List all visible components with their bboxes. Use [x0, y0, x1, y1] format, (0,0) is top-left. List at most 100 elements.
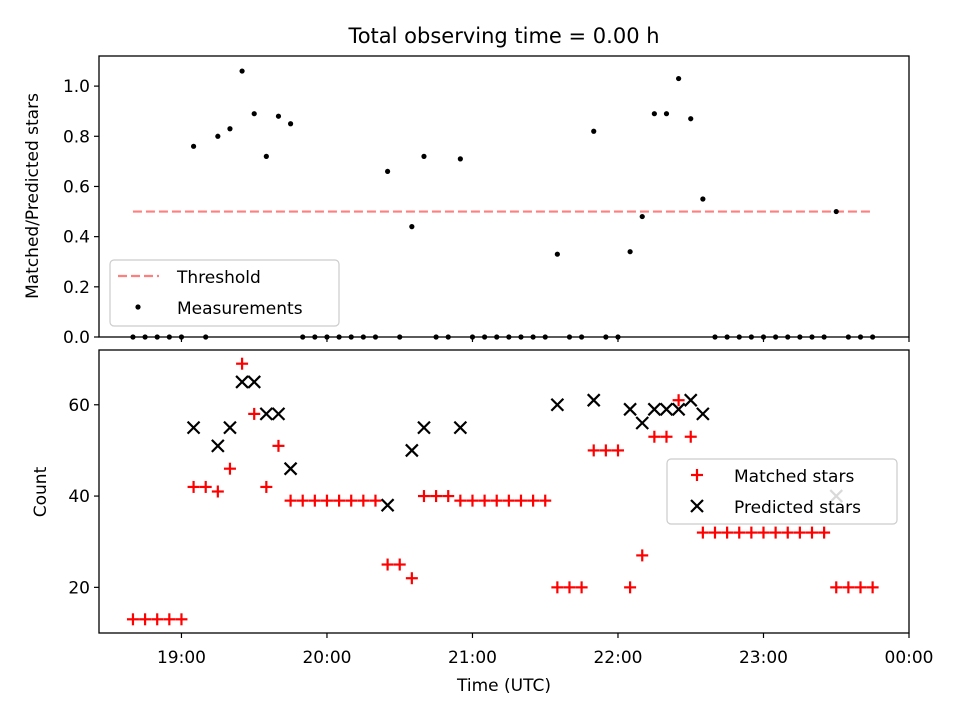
count-y-ticks: 20 40 60 [68, 396, 99, 598]
predicted-star-point [696, 407, 710, 421]
matched-star-point [284, 494, 297, 507]
measurement-point [190, 143, 197, 149]
matched-star-point [672, 394, 685, 407]
measurement-point [215, 133, 221, 139]
predicted-star-point [683, 393, 698, 407]
measurement-point [651, 111, 657, 117]
ratio-y-tick-label: 0.6 [63, 177, 90, 197]
count-plot-frame [98, 349, 910, 634]
predicted-star-point [623, 402, 637, 417]
matched-legend-label: Matched stars [734, 467, 854, 487]
measurement-point [263, 153, 269, 159]
matched-star-point [599, 444, 612, 457]
matched-star-point [393, 558, 406, 571]
count-legend: Matched stars Predicted stars [666, 458, 898, 525]
predicted-star-point [417, 420, 431, 435]
matched-star-point [721, 526, 734, 539]
matched-star-point [805, 526, 818, 539]
predicted-star-point [453, 420, 468, 435]
measurement-point [421, 153, 427, 159]
matched-star-point [333, 494, 346, 507]
measurement-point [676, 75, 682, 82]
x-tick-label: 00:00 [885, 648, 934, 668]
predicted-star-point [586, 393, 601, 407]
matched-star-point [527, 494, 540, 507]
ratio-panel: Total observing time = 0.00 h Matched/Pr… [23, 24, 910, 348]
measurement-point [627, 249, 633, 255]
matched-star-point [745, 526, 758, 539]
measurement-point [639, 213, 645, 220]
measurement-point [457, 156, 463, 162]
ratio-y-tick-label: 0.0 [63, 328, 90, 348]
predicted-star-point [550, 397, 565, 412]
matched-star-point [381, 558, 394, 571]
measurements-legend-label: Measurements [177, 299, 303, 319]
matched-star-point [551, 581, 564, 594]
matched-star-point [708, 526, 721, 539]
x-tick-label: 19:00 [157, 648, 206, 668]
measurement-point [688, 116, 694, 122]
matched-star-point [866, 581, 879, 594]
measurement-point [239, 68, 245, 74]
ratio-y-tick-label: 1.0 [63, 77, 90, 97]
predicted-star-point [635, 416, 650, 430]
matched-star-point [151, 613, 164, 626]
threshold-legend-label: Threshold [176, 268, 261, 288]
ratio-y-tick-label: 0.2 [63, 278, 90, 298]
matched-star-point [320, 494, 333, 507]
chart-title: Total observing time = 0.00 h [347, 24, 659, 48]
matched-star-point [502, 494, 515, 507]
predicted-star-point [259, 407, 274, 421]
matched-star-point [757, 526, 770, 539]
predicted-star-point [271, 407, 286, 421]
matched-star-point [466, 494, 479, 507]
predicted-star-point [647, 402, 662, 417]
count-legend-box [666, 458, 898, 525]
measurement-point [384, 168, 391, 175]
count-y-axis-label: Count [31, 466, 51, 517]
matched-star-point [296, 494, 309, 507]
count-y-tick-label: 40 [68, 487, 90, 507]
ratio-plot-frame [98, 55, 910, 338]
matched-star-point [660, 430, 673, 443]
matched-star-point [830, 581, 843, 594]
x-tick-label: 23:00 [739, 648, 788, 668]
matched-star-point [308, 494, 321, 507]
matched-star-point [454, 494, 467, 507]
matched-star-point [733, 526, 746, 539]
x-tick-label: 22:00 [593, 648, 642, 668]
matched-star-point [539, 494, 552, 507]
matched-star-point [211, 485, 224, 498]
matched-star-point [478, 494, 491, 507]
matched-star-point [442, 490, 455, 503]
matched-star-point [563, 581, 576, 594]
measurements-legend-swatch [135, 304, 141, 310]
matched-star-point [818, 526, 831, 539]
matched-star-point [842, 581, 855, 594]
matched-star-point [430, 490, 443, 503]
matched-star-point [163, 613, 176, 626]
measurement-point [663, 111, 670, 117]
matched-star-point [187, 480, 200, 493]
predicted-star-point [211, 439, 225, 453]
matched-star-point [648, 430, 661, 443]
matched-star-point [175, 613, 188, 626]
predicted-star-point [223, 420, 237, 435]
predicted-legend-label: Predicted stars [734, 498, 861, 518]
count-x-ticks: 19:00 20:00 21:00 22:00 23:00 00:00 [157, 633, 934, 668]
matched-star-point [781, 526, 794, 539]
predicted-legend-swatch [690, 499, 704, 513]
predicted-star-point [405, 443, 419, 458]
matched-star-point [624, 581, 637, 594]
ratio-legend-box [109, 259, 340, 327]
matched-star-point [223, 462, 236, 475]
measurement-point [275, 113, 282, 119]
matched-star-point [696, 526, 709, 539]
matched-star-point [793, 526, 806, 539]
predicted-star-point [283, 461, 298, 476]
predicted-star-point [247, 375, 261, 389]
count-y-tick-label: 60 [68, 396, 90, 416]
ratio-y-tick-label: 0.4 [63, 228, 90, 248]
matched-star-point [514, 494, 527, 507]
matched-legend-swatch [691, 469, 703, 481]
